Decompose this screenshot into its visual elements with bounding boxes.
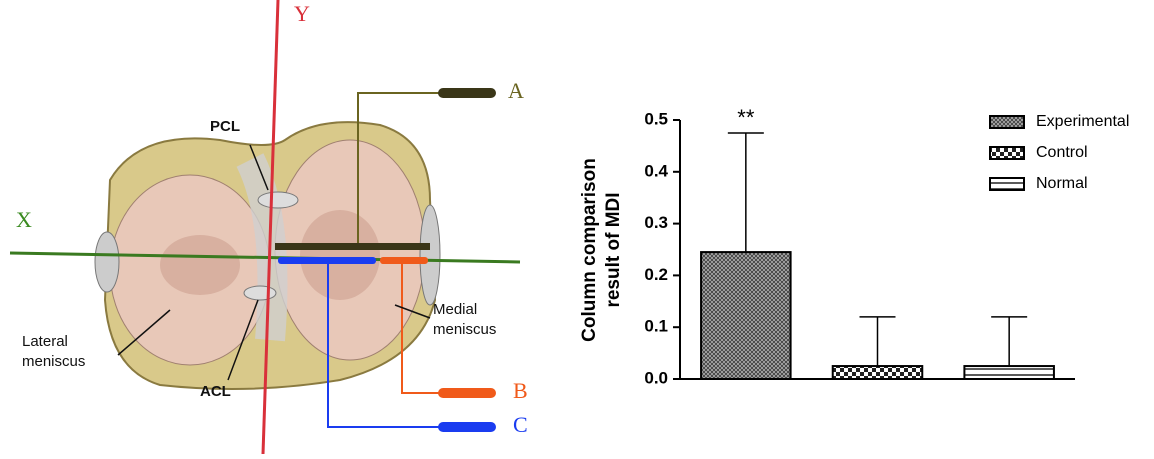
legend-swatch: [990, 178, 1024, 190]
key-a: [438, 88, 496, 98]
key-b: [438, 388, 496, 398]
x-label: X: [16, 207, 32, 232]
legend-swatch: [990, 116, 1024, 128]
lateral-center: [160, 235, 240, 295]
y-tick-label: 0.0: [644, 368, 668, 387]
medial-label: meniscus: [433, 321, 496, 338]
legend-swatch: [990, 147, 1024, 159]
acl-stump: [244, 286, 276, 300]
figure: X Y PCL ACL Lateral meniscus Medial meni…: [0, 0, 1154, 454]
medial-nub: [420, 205, 440, 305]
lateral-label: meniscus: [22, 353, 85, 370]
medial-center: [300, 210, 380, 300]
legend-label: Normal: [1036, 175, 1088, 192]
b-label: B: [513, 378, 528, 403]
y-tick-label: 0.1: [644, 317, 668, 336]
y-tick-label: 0.5: [644, 109, 668, 128]
bar-b: [380, 257, 428, 264]
legend-label: Experimental: [1036, 113, 1129, 130]
y-axis-label: Column comparison: [579, 158, 600, 342]
y-axis-label: result of MDI: [603, 192, 624, 307]
bar: [964, 366, 1054, 379]
bar-c: [278, 257, 376, 264]
y-tick-label: 0.3: [644, 213, 668, 232]
legend-label: Control: [1036, 144, 1088, 161]
acl-label: ACL: [200, 383, 231, 400]
key-c: [438, 422, 496, 432]
y-tick-label: 0.2: [644, 265, 668, 284]
lateral-label: Lateral: [22, 333, 68, 350]
c-label: C: [513, 412, 528, 437]
significance: **: [737, 105, 755, 130]
bar-chart: Column comparison result of MDI 0.0 0.1 0.…: [579, 105, 1129, 388]
bar-a: [275, 243, 430, 250]
page: X Y PCL ACL Lateral meniscus Medial meni…: [0, 0, 1154, 454]
knee-diagram: X Y PCL ACL Lateral meniscus Medial meni…: [10, 0, 528, 454]
bar: [833, 366, 923, 379]
y-tick-label: 0.4: [644, 161, 668, 180]
pcl-stump: [258, 192, 298, 208]
a-label: A: [508, 78, 524, 103]
pcl-label: PCL: [210, 118, 240, 135]
bar: [701, 252, 791, 379]
lateral-nub: [95, 232, 119, 292]
y-label: Y: [294, 1, 310, 26]
medial-label: Medial: [433, 301, 477, 318]
